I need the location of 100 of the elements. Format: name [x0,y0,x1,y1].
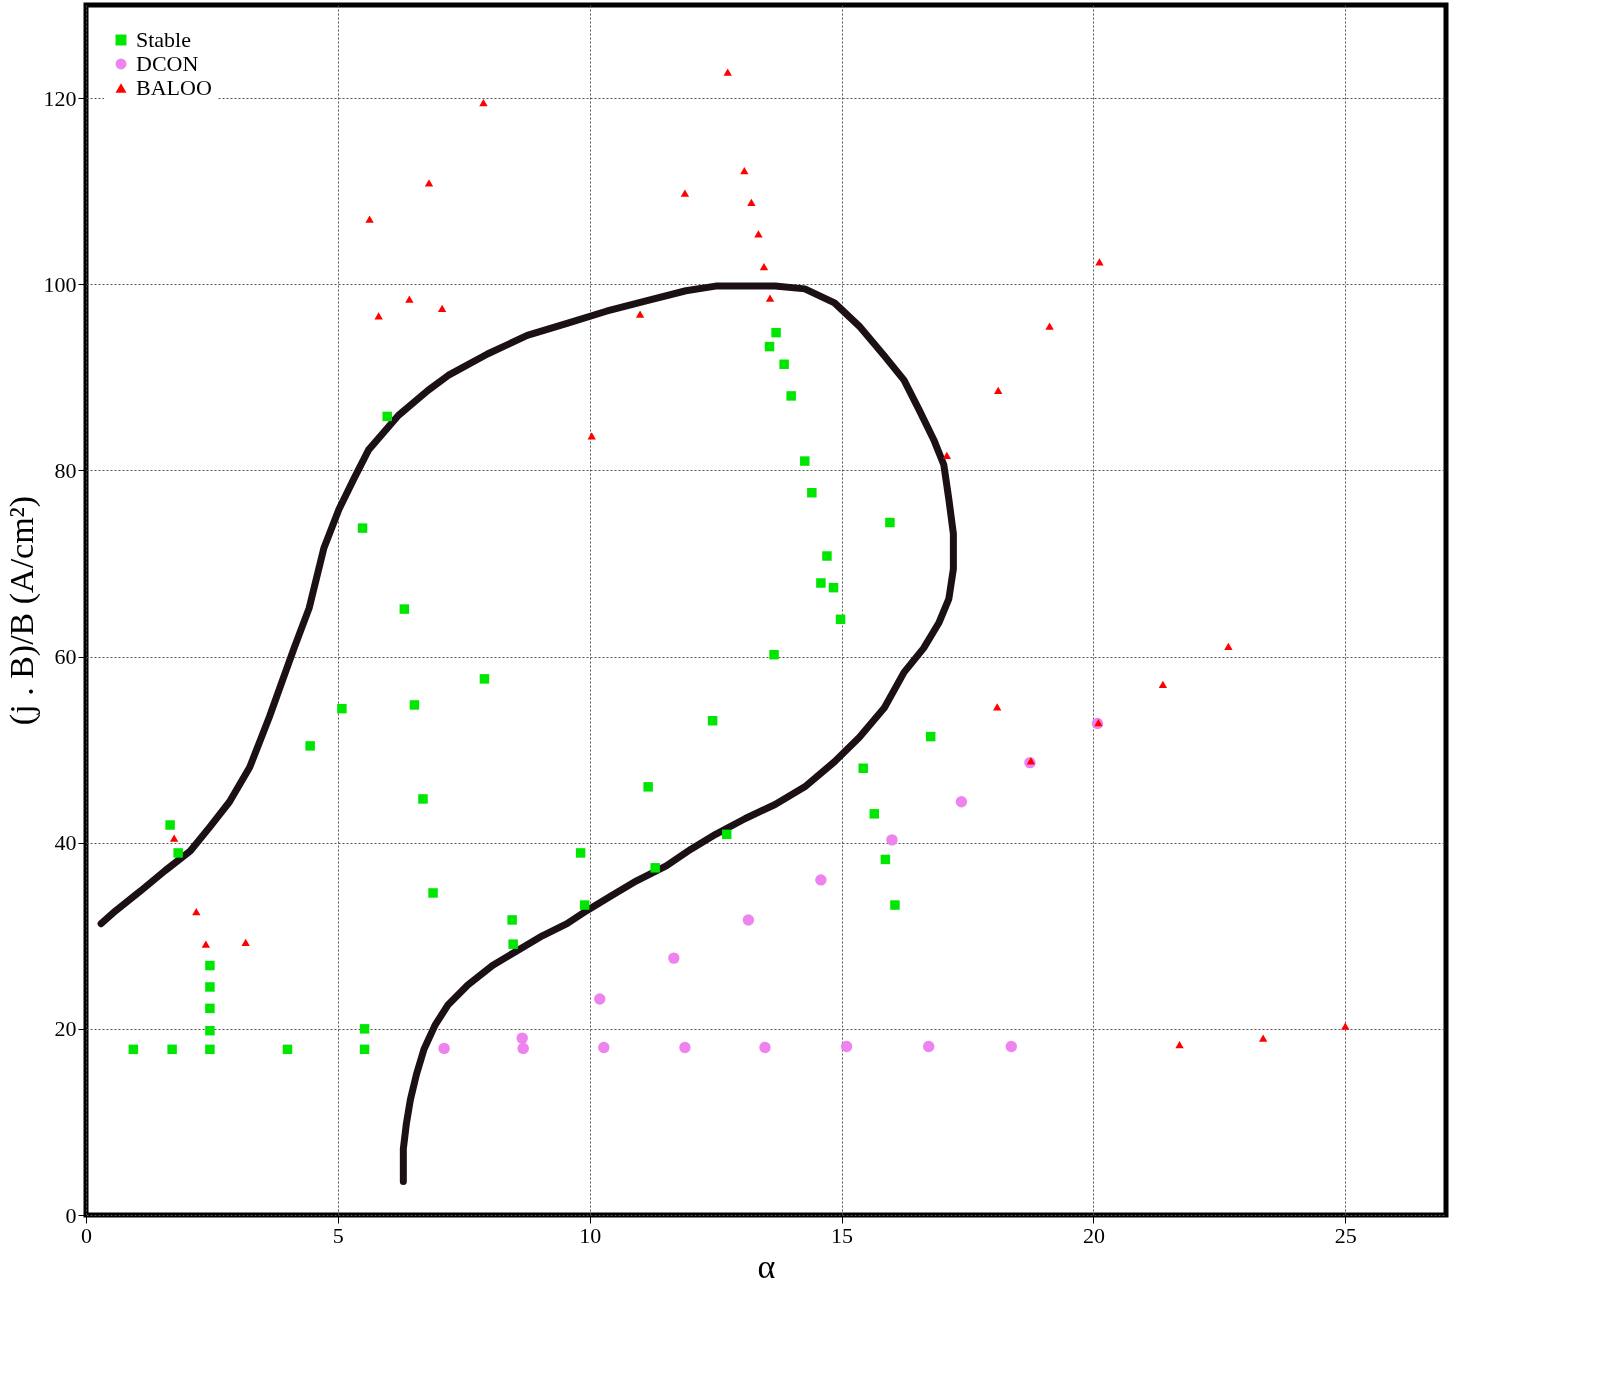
point [516,1032,528,1044]
point [779,359,789,370]
point [424,179,434,187]
x-tick-label: 25 [1334,1222,1357,1248]
point [192,907,201,916]
x-axis-title: α [757,1247,776,1285]
point [579,900,590,910]
point [835,614,846,625]
point [771,327,781,338]
point [128,1044,139,1055]
point [886,834,898,846]
y-tick-label: 80 [54,457,77,483]
point [428,888,438,898]
point [759,262,769,271]
point [169,834,179,842]
point [1224,642,1233,650]
point [800,456,810,466]
x-tick-label: 20 [1082,1222,1105,1248]
point [635,310,645,318]
point [1341,1022,1350,1030]
point [507,915,517,925]
point [807,487,817,498]
point [1045,322,1054,330]
point [165,820,175,830]
point [840,1040,853,1053]
point [643,782,653,792]
point [721,829,732,840]
point [201,940,211,948]
legend-label: DCON [136,51,199,76]
point [365,215,374,223]
point [337,703,347,714]
point [955,796,968,808]
point [925,731,936,742]
point [747,198,756,206]
point [880,854,891,865]
point [828,582,839,593]
y-tick-label: 0 [65,1202,77,1228]
point [575,848,586,858]
point [438,1042,450,1055]
point [1158,680,1168,689]
point [723,68,732,76]
point [594,993,606,1005]
point [994,386,1003,394]
point [679,1041,691,1054]
point [742,914,755,926]
point [359,1044,370,1055]
point [382,411,392,422]
point [508,939,518,949]
point [769,649,779,660]
point [405,295,414,303]
y-tick-label: 120 [43,85,77,111]
point [241,938,250,946]
point [1026,757,1036,765]
point [923,1040,935,1053]
point [680,189,690,197]
x-tick-label: 10 [579,1222,602,1248]
point [359,1024,370,1034]
point [942,451,952,460]
point [479,674,490,684]
point [418,794,428,804]
point [409,700,420,710]
point [650,863,660,873]
point [173,848,183,858]
point [1258,1034,1268,1042]
point [437,304,447,313]
point [205,1003,215,1014]
point [205,982,215,992]
point [205,960,215,971]
point [816,578,826,588]
point [587,432,596,440]
y-axis-title: (j . B)/B (A/cm²) [2,495,41,726]
point [598,1041,610,1054]
point [765,294,775,302]
point [858,763,868,773]
point [399,604,410,614]
point [759,1041,771,1054]
point [305,741,315,751]
x-tick-label: 15 [831,1222,854,1248]
point [374,312,383,320]
point [740,167,749,175]
point [815,874,827,886]
legend-label: Stable [136,27,191,52]
point [282,1044,293,1055]
legend-label: BALOO [136,75,212,100]
point [786,391,796,401]
y-tick-label: 40 [54,830,77,856]
point [754,230,763,238]
y-tick-label: 100 [43,271,77,297]
y-tick-label: 60 [54,644,77,670]
point [205,1044,215,1055]
point [890,900,900,910]
point [1005,1040,1017,1053]
point [517,1042,529,1055]
point [1175,1041,1184,1049]
point [1095,258,1104,266]
point [707,716,718,726]
point [885,517,895,528]
point [479,99,488,107]
point [764,341,775,352]
point [822,551,832,561]
